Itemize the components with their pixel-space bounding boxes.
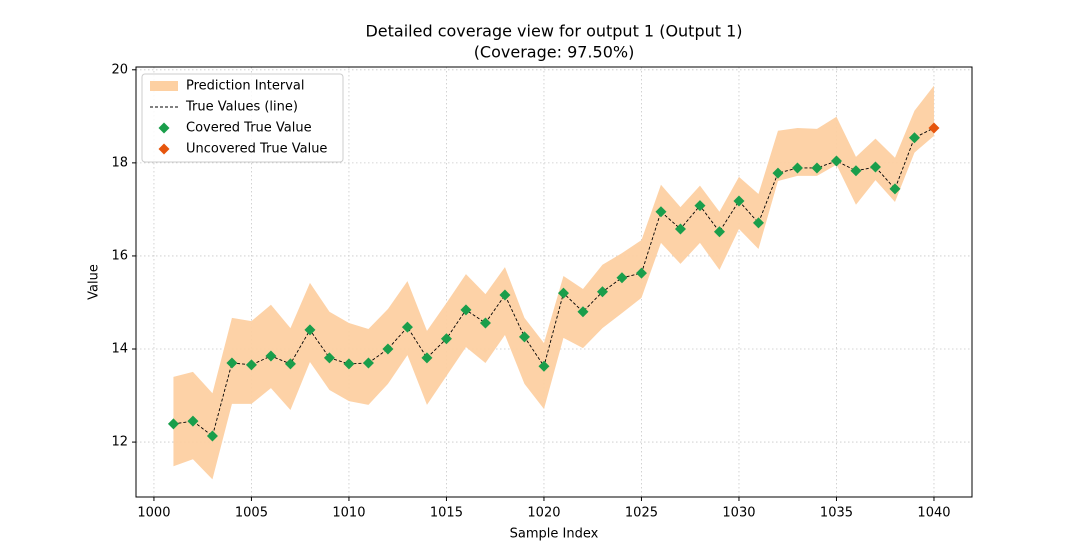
point xyxy=(284,358,296,370)
point xyxy=(187,415,199,427)
point xyxy=(518,331,530,343)
axes-frame xyxy=(135,66,973,498)
point xyxy=(304,324,316,336)
point xyxy=(323,352,335,364)
point xyxy=(362,357,374,369)
point xyxy=(596,286,608,298)
point xyxy=(616,272,628,284)
point xyxy=(869,161,881,173)
y-tick-label: 16 xyxy=(111,248,128,263)
chart-subtitle: (Coverage: 97.50%) xyxy=(474,43,635,62)
point xyxy=(460,304,472,316)
point xyxy=(440,333,452,345)
point xyxy=(889,183,901,195)
point xyxy=(908,132,920,144)
point xyxy=(733,195,745,207)
y-tick-label: 12 xyxy=(111,435,128,450)
legend-label: Uncovered True Value xyxy=(186,142,327,157)
point xyxy=(167,418,179,430)
x-axis-label: Sample Index xyxy=(510,527,599,542)
point xyxy=(538,360,550,372)
legend-swatch xyxy=(158,122,170,134)
point xyxy=(421,352,433,364)
point xyxy=(713,226,725,238)
legend-swatch xyxy=(150,81,178,91)
legend: Prediction Interval True Values (line) Cov… xyxy=(141,73,344,163)
legend-box xyxy=(141,73,344,163)
point xyxy=(401,321,413,333)
x-tick-label: 1005 xyxy=(235,506,268,521)
point xyxy=(557,287,569,299)
chart-title: Detailed coverage view for output 1 (Out… xyxy=(365,22,742,41)
point xyxy=(830,155,842,167)
point xyxy=(694,200,706,212)
y-tick-label: 18 xyxy=(111,155,128,170)
point xyxy=(245,359,257,371)
legend-label: Covered True Value xyxy=(186,121,312,136)
x-tick-label: 1020 xyxy=(527,506,560,521)
point xyxy=(226,357,238,369)
x-tick-label: 1025 xyxy=(625,506,658,521)
legend-label: Prediction Interval xyxy=(186,79,305,94)
x-tick-label: 1000 xyxy=(137,506,170,521)
x-tick-label: 1030 xyxy=(722,506,755,521)
x-tick-label: 1015 xyxy=(430,506,463,521)
point xyxy=(499,289,511,301)
point xyxy=(752,217,764,229)
x-tick-label: 1010 xyxy=(332,506,365,521)
point xyxy=(577,306,589,318)
point xyxy=(655,206,667,218)
true-line xyxy=(173,127,935,437)
point xyxy=(772,167,784,179)
y-tick-label: 14 xyxy=(111,342,128,357)
legend-swatch xyxy=(158,143,170,155)
point xyxy=(479,317,491,329)
x-tick-label: 1035 xyxy=(820,506,853,521)
point xyxy=(265,350,277,362)
y-tick-label: 20 xyxy=(111,62,128,77)
point xyxy=(791,162,803,174)
point xyxy=(343,358,355,370)
point xyxy=(850,165,862,177)
point xyxy=(206,430,218,442)
y-axis-label: Value xyxy=(87,264,102,300)
point xyxy=(635,267,647,279)
point xyxy=(811,162,823,174)
legend-label: True Values (line) xyxy=(185,100,298,115)
point xyxy=(382,343,394,355)
point xyxy=(928,122,940,134)
prediction-band xyxy=(173,85,934,480)
point xyxy=(674,223,686,235)
x-tick-label: 1040 xyxy=(917,506,950,521)
